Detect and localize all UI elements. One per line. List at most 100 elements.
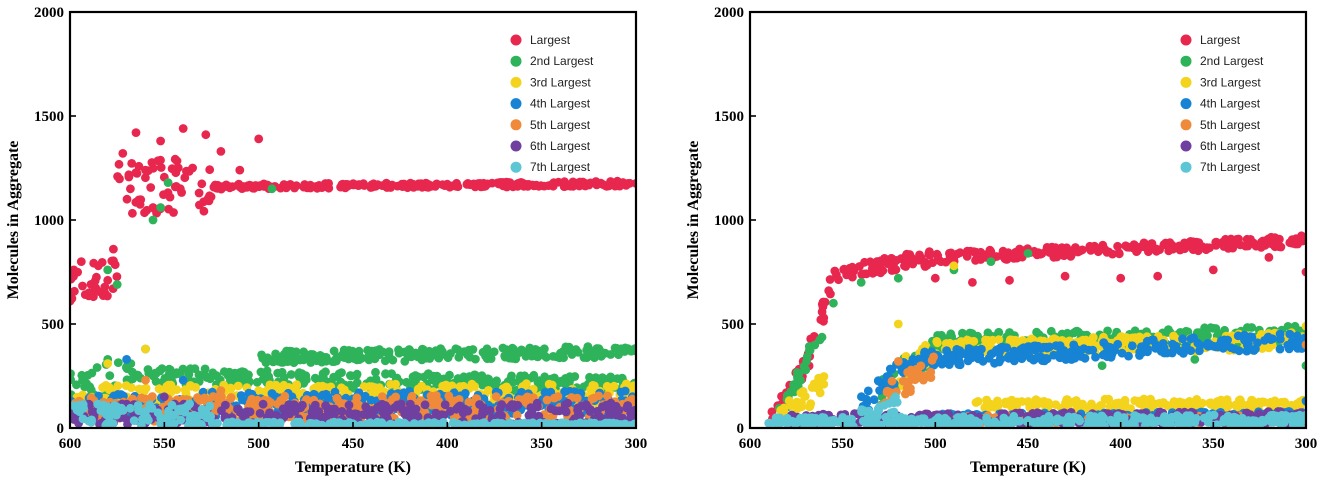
data-point [311, 383, 320, 393]
data-point [393, 181, 402, 191]
data-point [936, 356, 946, 366]
data-point [625, 421, 634, 428]
data-point [195, 396, 205, 405]
data-point [498, 343, 508, 353]
x-tick-label: 300 [625, 436, 648, 452]
data-point [269, 417, 279, 427]
data-point [197, 421, 207, 428]
data-point [344, 346, 354, 355]
data-point [112, 280, 122, 289]
data-point [1031, 341, 1040, 351]
data-point [1124, 351, 1133, 361]
data-point [171, 182, 181, 191]
data-point [104, 418, 113, 427]
data-point [178, 375, 188, 385]
data-point [622, 379, 631, 389]
data-point [399, 388, 409, 398]
data-point [603, 391, 612, 401]
data-point [1260, 240, 1270, 250]
data-point [172, 156, 182, 166]
data-point [189, 416, 198, 426]
data-point [981, 335, 990, 345]
data-point [114, 159, 124, 169]
data-point [549, 178, 559, 188]
data-point [325, 419, 335, 428]
data-point [402, 377, 411, 387]
data-point [586, 418, 595, 428]
data-point [424, 369, 433, 378]
data-point [1235, 240, 1245, 250]
data-point [1247, 323, 1257, 332]
data-point [405, 345, 414, 355]
data-point [540, 351, 549, 360]
data-point [1049, 350, 1059, 360]
data-point [233, 418, 242, 428]
data-point [508, 377, 518, 387]
points-layer [70, 124, 636, 428]
data-point [271, 380, 281, 390]
data-point [141, 173, 150, 183]
data-point [1032, 410, 1042, 419]
data-point [441, 380, 451, 390]
data-point [273, 368, 283, 378]
data-point [252, 182, 261, 191]
x-tick-label: 450 [342, 436, 365, 452]
data-point [930, 273, 940, 283]
data-point [238, 410, 248, 420]
data-point [201, 130, 211, 140]
data-point [329, 346, 339, 356]
data-point [874, 376, 883, 386]
data-point [233, 381, 243, 391]
data-point [1275, 329, 1285, 339]
data-point [560, 387, 569, 397]
data-point [925, 250, 935, 260]
y-tick-label: 1000 [34, 213, 64, 229]
data-point [1051, 400, 1061, 409]
data-point [1130, 333, 1140, 343]
data-point [475, 400, 484, 409]
data-point [141, 407, 150, 416]
data-point [527, 420, 537, 428]
data-point [413, 181, 423, 191]
data-point [985, 402, 995, 412]
data-point [1005, 335, 1015, 345]
data-point [1164, 242, 1173, 252]
data-point [243, 181, 253, 191]
data-point [124, 170, 134, 180]
legend-item: 4th Largest [510, 97, 591, 111]
data-point [156, 136, 166, 146]
data-point [377, 402, 387, 412]
data-point [112, 272, 122, 281]
data-point [171, 369, 181, 379]
data-point [279, 380, 289, 390]
data-point [134, 384, 144, 394]
data-point [287, 401, 296, 411]
data-point [847, 262, 857, 272]
data-point [386, 379, 395, 389]
data-point [154, 384, 164, 394]
series-7th-largest [764, 392, 1306, 428]
data-point [194, 188, 204, 198]
data-point [1043, 398, 1053, 408]
data-point [563, 398, 573, 408]
data-point [796, 376, 805, 385]
data-point [82, 379, 91, 388]
data-point [985, 245, 995, 255]
data-point [529, 181, 539, 191]
data-point [1284, 344, 1294, 354]
data-point [612, 421, 622, 428]
data-point [184, 369, 194, 379]
data-point [982, 395, 991, 405]
data-point [784, 396, 794, 406]
data-point [371, 374, 381, 384]
data-point [885, 364, 895, 374]
data-point [817, 307, 827, 317]
data-point [830, 266, 840, 276]
data-point [1097, 361, 1107, 370]
data-point [807, 383, 817, 392]
data-point [626, 409, 635, 419]
legend-marker [510, 55, 522, 67]
data-point [313, 421, 322, 428]
data-point [465, 352, 475, 362]
data-point [1253, 338, 1262, 348]
